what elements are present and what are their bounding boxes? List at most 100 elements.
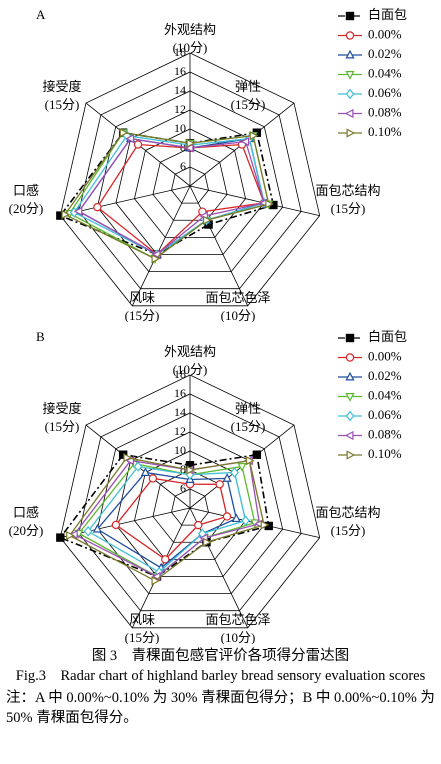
marker bbox=[249, 131, 259, 141]
legend-label: 白面包 bbox=[368, 7, 407, 22]
r-tick-label: 10 bbox=[174, 121, 186, 135]
axis-note: (10分) bbox=[173, 40, 208, 55]
r-tick-label: 6 bbox=[180, 481, 186, 495]
marker bbox=[61, 209, 71, 220]
caption-en: Fig.3 Radar chart of highland barley bre… bbox=[15, 668, 426, 684]
r-tick-label: 16 bbox=[174, 64, 186, 78]
marker bbox=[222, 512, 232, 521]
axis-label: 外观结构 bbox=[164, 344, 216, 359]
marker bbox=[345, 49, 355, 59]
r-tick-label: 6 bbox=[180, 159, 186, 173]
axis-note: (15分) bbox=[125, 630, 160, 644]
series-line bbox=[59, 453, 270, 578]
grid-ring bbox=[78, 71, 302, 290]
legend-label: 0.04% bbox=[368, 65, 402, 80]
axis-label: 接受度 bbox=[42, 401, 81, 416]
axis-note: (15分) bbox=[331, 201, 366, 216]
marker bbox=[345, 371, 355, 381]
r-tick-label: 16 bbox=[174, 386, 186, 400]
grid-ring bbox=[96, 412, 284, 594]
marker bbox=[203, 215, 212, 225]
grid-ring bbox=[59, 374, 321, 629]
marker bbox=[345, 333, 355, 343]
series-line bbox=[68, 131, 270, 260]
r-tick-label: 10 bbox=[174, 443, 186, 457]
r-tick-label: 18 bbox=[174, 45, 186, 59]
axis-note: (10分) bbox=[173, 362, 208, 377]
marker bbox=[92, 523, 102, 533]
marker bbox=[119, 128, 129, 138]
legend-label: 0.08% bbox=[368, 104, 402, 119]
legend-label: 0.00% bbox=[368, 348, 402, 363]
marker bbox=[186, 465, 196, 475]
marker bbox=[66, 530, 75, 541]
marker bbox=[83, 525, 93, 537]
axis-note: (20分) bbox=[9, 523, 44, 538]
legend-label: 0.08% bbox=[368, 426, 402, 441]
legend-label: 0.06% bbox=[368, 85, 402, 100]
caption-note: 注：A 中 0.00%~0.10% 为 30% 青稞面包得分；B 中 0.00%… bbox=[6, 690, 435, 726]
axis-label: 弹性 bbox=[235, 79, 261, 94]
axis-label: 口感 bbox=[13, 505, 39, 520]
spoke bbox=[189, 185, 249, 307]
r-tick-label: 14 bbox=[174, 83, 186, 97]
grid-ring bbox=[59, 52, 321, 307]
marker bbox=[161, 555, 170, 564]
axis-note: (20分) bbox=[9, 201, 44, 216]
marker bbox=[203, 537, 212, 547]
marker bbox=[125, 134, 135, 144]
marker bbox=[344, 430, 354, 441]
r-tick-label: 12 bbox=[174, 424, 186, 438]
legend-label: 0.10% bbox=[368, 446, 402, 461]
marker bbox=[151, 254, 161, 264]
marker bbox=[240, 136, 250, 147]
series-line bbox=[96, 471, 238, 569]
grid-ring bbox=[171, 166, 209, 204]
legend-label: 0.00% bbox=[368, 26, 402, 41]
axis-note: (10分) bbox=[221, 308, 256, 322]
axis-note: (15分) bbox=[231, 419, 266, 434]
spoke bbox=[131, 185, 191, 307]
marker bbox=[68, 529, 78, 540]
marker bbox=[140, 467, 151, 476]
grid-ring bbox=[96, 90, 284, 272]
marker bbox=[133, 140, 143, 149]
axis-label: 外观结构 bbox=[164, 22, 216, 37]
series-line bbox=[68, 456, 265, 582]
axis-label: 面包芯结构 bbox=[315, 183, 380, 198]
marker bbox=[241, 515, 250, 526]
marker bbox=[186, 138, 196, 148]
series-line bbox=[96, 143, 265, 256]
marker bbox=[194, 520, 203, 530]
marker bbox=[345, 393, 355, 402]
radar-chart: B681012141618外观结构(10分)弹性(15分)面包芯结构(15分)面… bbox=[9, 329, 407, 644]
legend-label: 0.06% bbox=[368, 407, 402, 422]
legend-label: 0.02% bbox=[368, 46, 402, 61]
axis-label: 弹性 bbox=[235, 401, 261, 416]
marker bbox=[56, 533, 65, 542]
marker bbox=[260, 520, 270, 530]
grid-ring bbox=[133, 128, 247, 238]
grid-ring bbox=[152, 147, 228, 221]
legend-label: 0.10% bbox=[368, 124, 402, 139]
axis-label: 口感 bbox=[13, 183, 39, 198]
axis-note: (15分) bbox=[125, 308, 160, 322]
axis-note: (15分) bbox=[45, 419, 80, 434]
marker bbox=[118, 450, 128, 459]
marker bbox=[345, 353, 355, 362]
marker bbox=[346, 128, 356, 138]
marker bbox=[265, 199, 274, 209]
r-tick-label: 14 bbox=[174, 405, 186, 419]
r-tick-label: 12 bbox=[174, 102, 186, 116]
marker bbox=[93, 202, 102, 212]
marker bbox=[111, 520, 121, 530]
axis-note: (10分) bbox=[221, 630, 256, 644]
radar-chart: A681012141618外观结构(10分)弹性(15分)面包芯结构(15分)面… bbox=[9, 7, 407, 322]
marker bbox=[345, 71, 355, 80]
marker bbox=[123, 453, 133, 463]
series-line bbox=[114, 477, 228, 561]
series-line bbox=[87, 465, 247, 573]
marker bbox=[237, 463, 247, 472]
marker bbox=[133, 461, 143, 472]
